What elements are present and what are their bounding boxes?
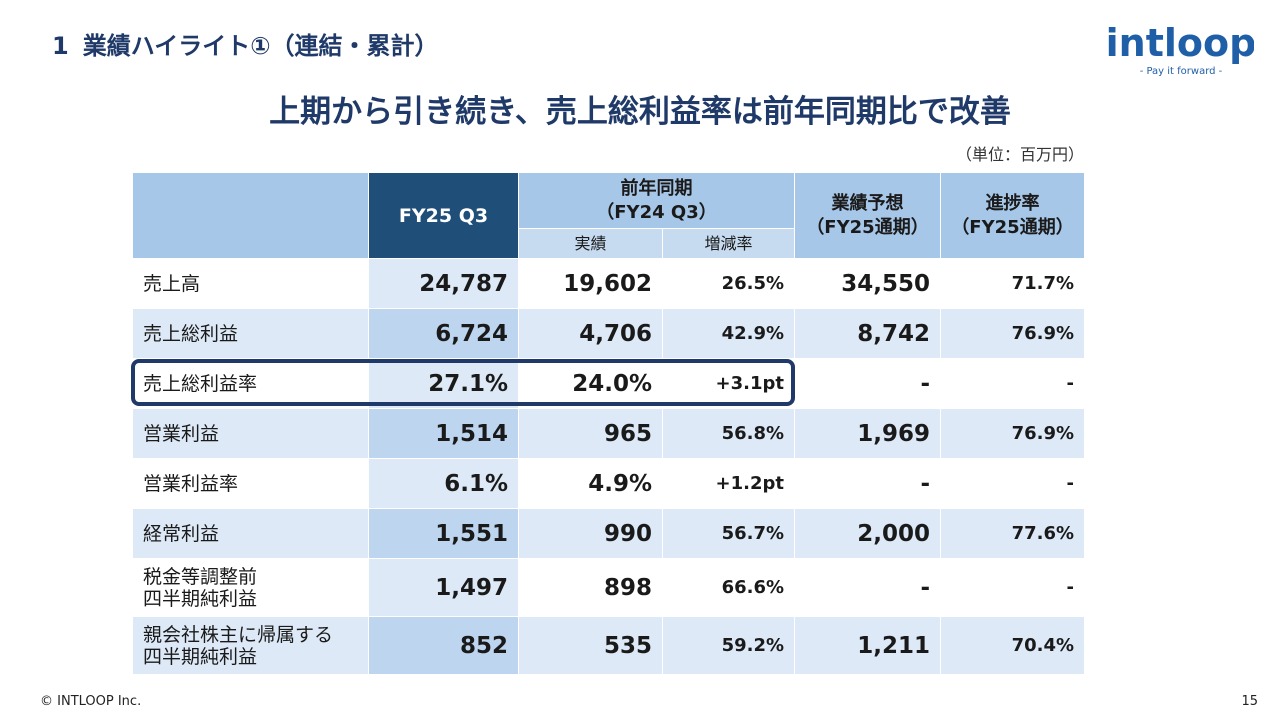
forecast-value: 2,000 bbox=[794, 508, 942, 559]
row-label: 売上総利益率 bbox=[132, 358, 369, 409]
table-row: 税金等調整前 四半期純利益 1,497 898 66.6% - - bbox=[132, 558, 1086, 617]
current-value: 852 bbox=[368, 616, 519, 675]
header-progress: 進捗率 （FY25通期） bbox=[940, 172, 1086, 259]
logo-wordmark: intloop bbox=[1108, 21, 1254, 65]
row-label-line1: 親会社株主に帰属する bbox=[143, 623, 334, 646]
forecast-value: - bbox=[794, 458, 942, 509]
current-value: 1,514 bbox=[368, 408, 519, 459]
intloop-logo: intloop - Pay it forward - bbox=[1108, 18, 1254, 80]
change-value: +3.1pt bbox=[661, 358, 796, 409]
prior-value: 990 bbox=[518, 508, 663, 559]
headline: 上期から引き続き、売上総利益率は前年同期比で改善 bbox=[269, 94, 1011, 130]
header-blank bbox=[132, 172, 369, 259]
table-row: 経常利益 1,551 990 56.7% 2,000 77.6% bbox=[132, 508, 1086, 559]
row-label: 営業利益率 bbox=[132, 458, 369, 509]
change-value: 56.7% bbox=[661, 508, 796, 559]
prior-value: 19,602 bbox=[518, 258, 663, 309]
table-row: 売上総利益率 27.1% 24.0% +3.1pt - - bbox=[132, 358, 1086, 409]
row-label-line2: 四半期純利益 bbox=[143, 645, 258, 668]
row-label-line1: 営業利益率 bbox=[143, 472, 239, 495]
progress-value: 76.9% bbox=[940, 308, 1086, 359]
change-value: 56.8% bbox=[661, 408, 796, 459]
header-prior-group: 前年同期 （FY24 Q3） bbox=[517, 172, 796, 229]
header-current: FY25 Q3 bbox=[368, 172, 519, 259]
progress-value: 77.6% bbox=[940, 508, 1086, 559]
prior-value: 4.9% bbox=[518, 458, 663, 509]
table-row: 営業利益 1,514 965 56.8% 1,969 76.9% bbox=[132, 408, 1086, 459]
section-title: 1 業績ハイライト①（連結・累計） bbox=[52, 26, 439, 61]
prior-value: 965 bbox=[518, 408, 663, 459]
section-title-text: 業績ハイライト①（連結・累計） bbox=[82, 32, 439, 60]
progress-value: - bbox=[940, 558, 1086, 617]
header-progress-line2: （FY25通期） bbox=[951, 216, 1074, 238]
change-value: 66.6% bbox=[661, 558, 796, 617]
financial-highlights-table: FY25 Q3 前年同期 （FY24 Q3） 業績予想 （FY25通期） 進捗率… bbox=[132, 172, 1086, 675]
table-row: 売上高 24,787 19,602 26.5% 34,550 71.7% bbox=[132, 258, 1086, 309]
forecast-value: 1,969 bbox=[794, 408, 942, 459]
progress-value: 71.7% bbox=[940, 258, 1086, 309]
page-number: 15 bbox=[1241, 694, 1258, 709]
progress-value: 76.9% bbox=[940, 408, 1086, 459]
header-prior-actual: 実績 bbox=[518, 228, 663, 259]
prior-value: 24.0% bbox=[518, 358, 663, 409]
header-prior-line1: 前年同期 bbox=[620, 177, 693, 199]
row-label-line1: 経常利益 bbox=[143, 522, 220, 545]
table-row: 営業利益率 6.1% 4.9% +1.2pt - - bbox=[132, 458, 1086, 509]
prior-value: 535 bbox=[518, 616, 663, 675]
progress-value: 70.4% bbox=[940, 616, 1086, 675]
header-forecast-line2: （FY25通期） bbox=[806, 216, 929, 238]
unit-note: （単位：百万円） bbox=[955, 145, 1084, 164]
copyright: © INTLOOP Inc. bbox=[40, 694, 142, 709]
progress-value: - bbox=[940, 358, 1086, 409]
row-label: 税金等調整前 四半期純利益 bbox=[132, 558, 369, 617]
header-forecast: 業績予想 （FY25通期） bbox=[794, 172, 942, 259]
logo-tagline: - Pay it forward - bbox=[1140, 66, 1223, 77]
header-prior-change: 増減率 bbox=[661, 228, 796, 259]
prior-value: 4,706 bbox=[518, 308, 663, 359]
change-value: 59.2% bbox=[661, 616, 796, 675]
forecast-value: 1,211 bbox=[794, 616, 942, 675]
row-label: 親会社株主に帰属する 四半期純利益 bbox=[132, 616, 369, 675]
progress-value: - bbox=[940, 458, 1086, 509]
section-number: 1 bbox=[52, 32, 69, 60]
current-value: 1,551 bbox=[368, 508, 519, 559]
forecast-value: - bbox=[794, 358, 942, 409]
row-label-line1: 売上高 bbox=[143, 272, 201, 295]
header-forecast-line1: 業績予想 bbox=[831, 192, 904, 214]
current-value: 6.1% bbox=[368, 458, 519, 509]
forecast-value: - bbox=[794, 558, 942, 617]
row-label-line1: 営業利益 bbox=[143, 422, 220, 445]
forecast-value: 8,742 bbox=[794, 308, 942, 359]
row-label: 売上高 bbox=[132, 258, 369, 309]
table-row: 売上総利益 6,724 4,706 42.9% 8,742 76.9% bbox=[132, 308, 1086, 359]
current-value: 1,497 bbox=[368, 558, 519, 617]
header-prior-line2: （FY24 Q3） bbox=[596, 201, 717, 223]
row-label: 売上総利益 bbox=[132, 308, 369, 359]
row-label: 営業利益 bbox=[132, 408, 369, 459]
row-label: 経常利益 bbox=[132, 508, 369, 559]
row-label-line1: 売上総利益率 bbox=[143, 372, 258, 395]
forecast-value: 34,550 bbox=[794, 258, 942, 309]
row-label-line1: 税金等調整前 bbox=[143, 565, 258, 588]
row-label-line1: 売上総利益 bbox=[143, 322, 239, 345]
prior-value: 898 bbox=[518, 558, 663, 617]
table-row: 親会社株主に帰属する 四半期純利益 852 535 59.2% 1,211 70.4% bbox=[132, 616, 1086, 675]
current-value: 6,724 bbox=[368, 308, 519, 359]
change-value: 42.9% bbox=[661, 308, 796, 359]
change-value: 26.5% bbox=[661, 258, 796, 309]
row-label-line2: 四半期純利益 bbox=[143, 587, 258, 610]
change-value: +1.2pt bbox=[661, 458, 796, 509]
current-value: 24,787 bbox=[368, 258, 519, 309]
current-value: 27.1% bbox=[368, 358, 519, 409]
header-progress-line1: 進捗率 bbox=[985, 192, 1040, 214]
